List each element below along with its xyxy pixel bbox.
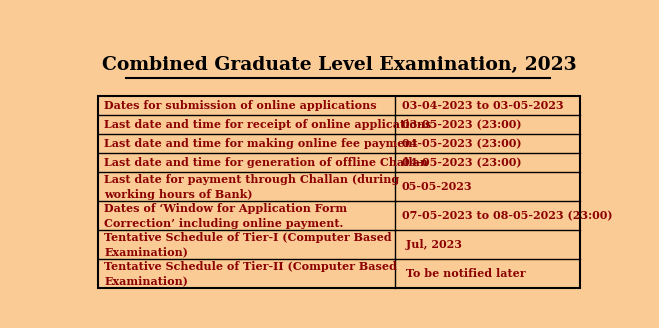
Text: Combined Graduate Level Examination, 2023: Combined Graduate Level Examination, 202… <box>101 56 577 73</box>
Text: Dates of ‘Window for Application Form
Correction’ including online payment.: Dates of ‘Window for Application Form Co… <box>104 203 347 229</box>
Text: To be notified later: To be notified later <box>402 268 525 279</box>
Text: 03-04-2023 to 03-05-2023: 03-04-2023 to 03-05-2023 <box>402 100 563 111</box>
Text: 05-05-2023: 05-05-2023 <box>402 181 473 192</box>
Text: 04-05-2023 (23:00): 04-05-2023 (23:00) <box>402 138 521 149</box>
Bar <box>98 96 581 288</box>
Text: Last date and time for making online fee payment: Last date and time for making online fee… <box>104 138 418 149</box>
Text: Last date for payment through Challan (during
working hours of Bank): Last date for payment through Challan (d… <box>104 174 399 200</box>
Text: Last date and time for receipt of online applications: Last date and time for receipt of online… <box>104 119 432 130</box>
Text: Last date and time for generation of offline Challan: Last date and time for generation of off… <box>104 157 428 168</box>
Text: Tentative Schedule of Tier-II (Computer Based
Examination): Tentative Schedule of Tier-II (Computer … <box>104 261 397 287</box>
Text: 07-05-2023 to 08-05-2023 (23:00): 07-05-2023 to 08-05-2023 (23:00) <box>402 210 612 221</box>
Text: 03-05-2023 (23:00): 03-05-2023 (23:00) <box>402 119 521 130</box>
Text: 04-05-2023 (23:00): 04-05-2023 (23:00) <box>402 157 521 168</box>
Text: Tentative Schedule of Tier-I (Computer Based
Examination): Tentative Schedule of Tier-I (Computer B… <box>104 232 392 258</box>
Text: Jul, 2023: Jul, 2023 <box>402 239 462 250</box>
Text: Dates for submission of online applications: Dates for submission of online applicati… <box>104 100 377 111</box>
